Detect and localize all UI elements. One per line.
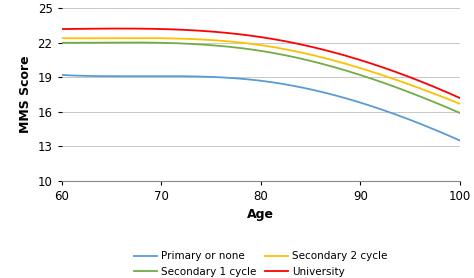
University	[249, 34, 255, 38]
Primary or none	[385, 110, 391, 113]
Secondary 2 cycle	[457, 102, 463, 105]
Secondary 2 cycle	[59, 36, 64, 40]
Secondary 2 cycle	[297, 50, 302, 54]
University	[457, 96, 463, 100]
Secondary 2 cycle	[251, 43, 257, 46]
Secondary 1 cycle	[249, 48, 255, 51]
Primary or none	[296, 85, 301, 88]
University	[59, 27, 64, 31]
Primary or none	[250, 78, 256, 81]
Secondary 1 cycle	[122, 41, 128, 44]
University	[251, 34, 257, 38]
University	[448, 92, 454, 96]
University	[297, 43, 302, 46]
Secondary 1 cycle	[275, 52, 281, 56]
Secondary 1 cycle	[251, 48, 257, 51]
Secondary 2 cycle	[275, 46, 281, 49]
Secondary 2 cycle	[448, 99, 454, 102]
Primary or none	[59, 73, 64, 77]
University	[275, 38, 281, 41]
Primary or none	[274, 81, 280, 85]
Line: Primary or none: Primary or none	[62, 75, 460, 140]
Y-axis label: MMS Score: MMS Score	[19, 56, 32, 133]
Secondary 1 cycle	[386, 83, 392, 86]
Legend: Primary or none, Secondary 1 cycle, Secondary 2 cycle, University: Primary or none, Secondary 1 cycle, Seco…	[134, 251, 387, 277]
Secondary 1 cycle	[59, 41, 64, 44]
X-axis label: Age: Age	[247, 208, 274, 221]
Secondary 2 cycle	[249, 42, 255, 46]
Secondary 2 cycle	[386, 76, 392, 79]
University	[117, 27, 123, 30]
Secondary 1 cycle	[448, 108, 454, 111]
Line: Secondary 2 cycle: Secondary 2 cycle	[62, 38, 460, 104]
Line: University: University	[62, 29, 460, 98]
Secondary 1 cycle	[457, 111, 463, 115]
Line: Secondary 1 cycle: Secondary 1 cycle	[62, 43, 460, 113]
Primary or none	[248, 78, 254, 81]
Secondary 2 cycle	[132, 36, 138, 40]
Primary or none	[447, 135, 453, 138]
University	[386, 68, 392, 71]
Primary or none	[457, 139, 463, 142]
Secondary 1 cycle	[297, 57, 302, 60]
